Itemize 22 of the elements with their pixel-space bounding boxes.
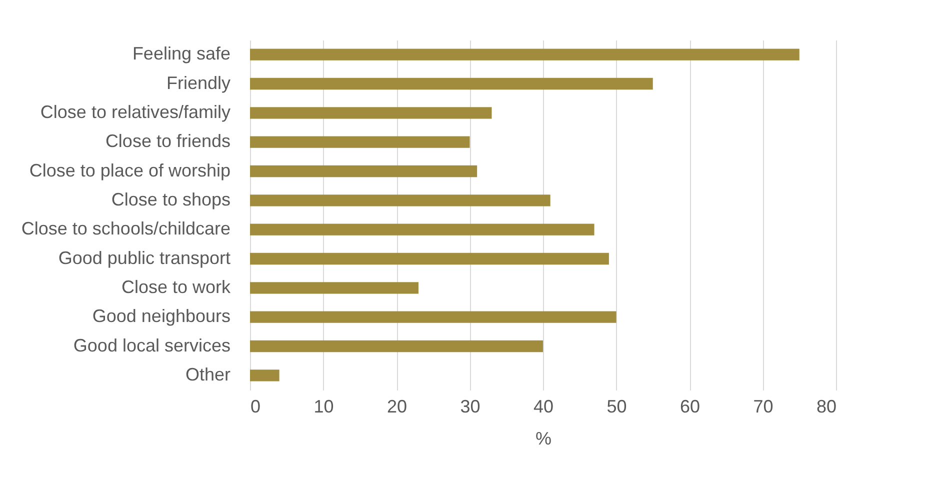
x-tick-label: 0 xyxy=(250,396,261,416)
x-tick-label: 70 xyxy=(753,396,774,416)
x-tick-label: 40 xyxy=(533,396,554,416)
x-axis-title: % xyxy=(535,428,552,448)
y-tick-label: Good neighbours xyxy=(92,306,230,326)
y-tick-label: Close to shops xyxy=(111,189,230,210)
y-tick-label: Close to schools/childcare xyxy=(21,218,230,239)
y-tick-label: Close to place of worship xyxy=(29,160,230,180)
y-tick-label: Friendly xyxy=(166,72,230,93)
x-tick-label: 10 xyxy=(314,396,334,416)
y-tick-label: Close to work xyxy=(121,276,232,297)
x-tick-label: 80 xyxy=(816,396,836,416)
y-tick-label: Good public transport xyxy=(58,248,230,268)
y-tick-label: Close to relatives/family xyxy=(40,102,230,122)
y-tick-label: Good local services xyxy=(73,335,230,356)
x-tick-label: 60 xyxy=(680,396,700,416)
y-tick-label: Other xyxy=(185,364,230,384)
y-tick-label: Feeling safe xyxy=(132,44,230,64)
x-tick-label: 30 xyxy=(460,396,480,416)
x-tick-label: 20 xyxy=(386,396,408,416)
x-tick-label: 50 xyxy=(606,396,627,416)
y-tick-label: Close to friends xyxy=(105,131,230,152)
